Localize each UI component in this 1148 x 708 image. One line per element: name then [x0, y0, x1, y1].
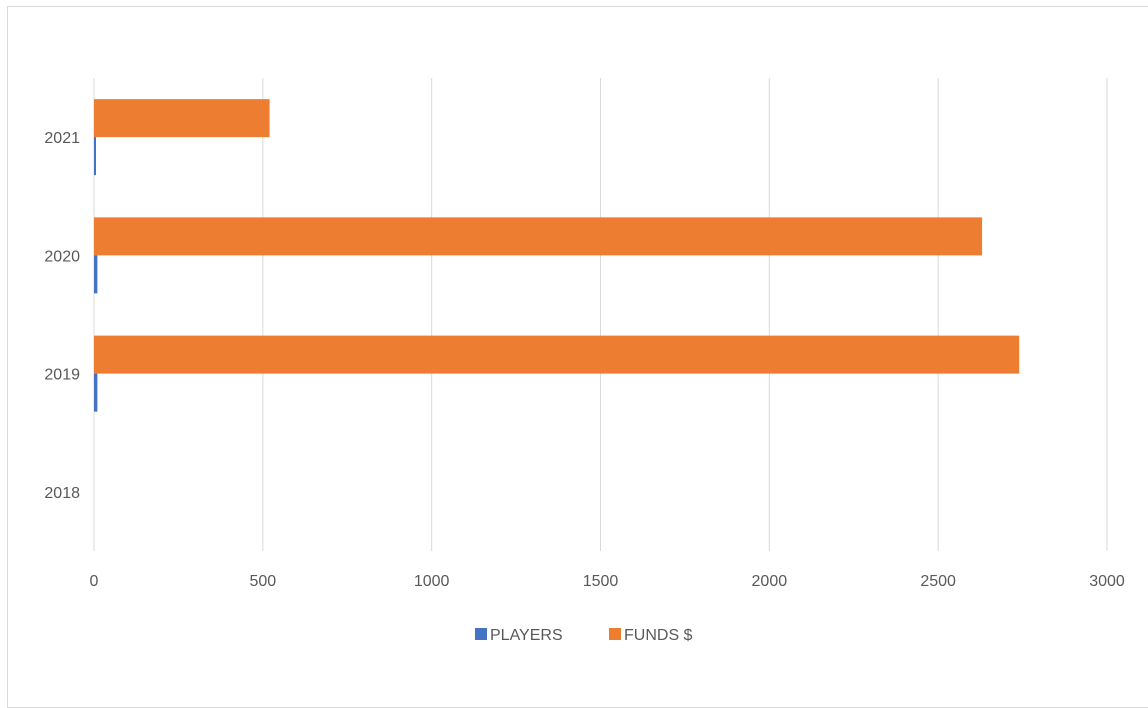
bar-players-2019	[94, 373, 98, 412]
bar-funds-2021	[94, 99, 270, 138]
legend-label-funds: FUNDS $	[624, 627, 693, 644]
x-tick-label: 500	[249, 573, 276, 590]
bar-players-2021	[94, 137, 96, 176]
x-tick-label: 2000	[752, 573, 788, 590]
legend-label-players: PLAYERS	[490, 627, 563, 644]
bars	[94, 99, 1020, 412]
bar-players-2020	[94, 255, 98, 294]
bar-funds-2020	[94, 217, 983, 256]
y-axis-labels: 2018 2019 2020 2021	[44, 130, 80, 502]
legend-swatch-players	[475, 628, 487, 640]
y-tick-label: 2020	[44, 248, 80, 265]
y-tick-label: 2021	[44, 130, 80, 147]
x-axis-labels: 0 500 1000 1500 2000 2500 3000	[90, 573, 1125, 590]
x-tick-label: 1000	[414, 573, 450, 590]
y-tick-label: 2018	[44, 485, 80, 502]
gridlines	[93, 78, 1108, 551]
y-tick-label: 2019	[44, 367, 80, 384]
bar-chart: 2018 2019 2020 2021 0 500 1000 1500 2000 2500 300…	[44, 78, 1125, 644]
x-tick-label: 0	[90, 573, 99, 590]
x-tick-label: 3000	[1089, 573, 1125, 590]
x-tick-label: 2500	[920, 573, 956, 590]
legend-swatch-funds	[609, 628, 621, 640]
legend: PLAYERS FUNDS $	[475, 627, 693, 644]
x-tick-label: 1500	[583, 573, 619, 590]
bar-funds-2019	[94, 335, 1020, 374]
